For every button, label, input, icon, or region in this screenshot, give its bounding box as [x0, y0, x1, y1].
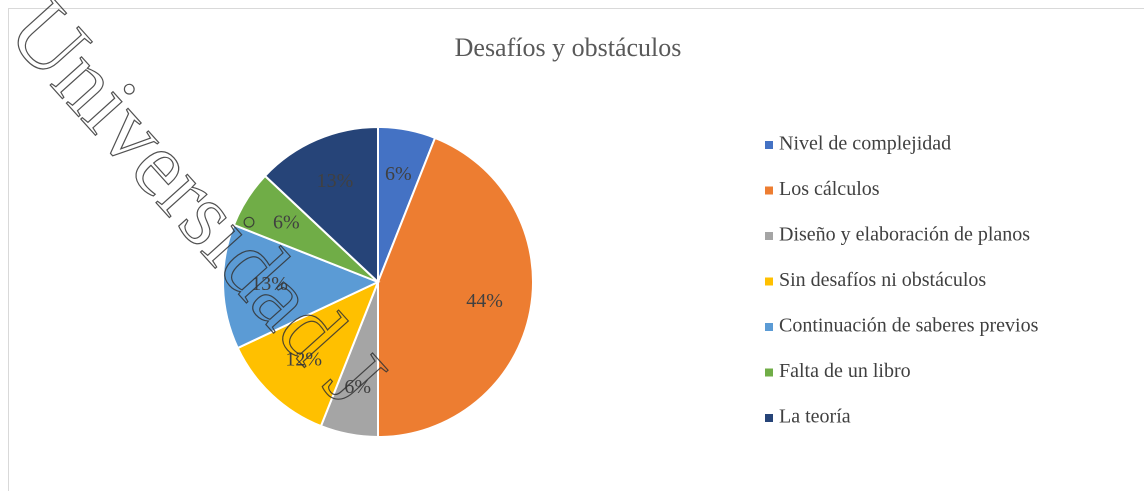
- legend-label: Sin desafíos ni obstáculos: [779, 269, 986, 291]
- legend-label: La teoría: [779, 406, 851, 428]
- legend-marker: [765, 414, 773, 422]
- data-label: 44%: [466, 290, 503, 312]
- legend-label: Los cálculos: [779, 178, 880, 200]
- legend-label: Nivel de complejidad: [779, 133, 951, 155]
- legend-label: Diseño y elaboración de planos: [779, 224, 1030, 246]
- legend-marker: [765, 323, 773, 331]
- pie-slice: [263, 125, 379, 285]
- pie-slice: [222, 223, 381, 350]
- data-label: 13%: [251, 273, 288, 295]
- chart-title: Desafíos y obstáculos: [455, 33, 682, 62]
- chart-frame: [8, 8, 1144, 491]
- legend-marker: [765, 141, 773, 149]
- data-label: 6%: [344, 376, 371, 398]
- pie-slice: [377, 136, 534, 439]
- legend-label: Falta de un libro: [779, 360, 911, 382]
- data-label: 6%: [385, 163, 412, 185]
- data-label: 13%: [317, 170, 354, 192]
- data-label: 6%: [273, 211, 300, 233]
- legend-label: Continuación de saberes previos: [779, 315, 1039, 337]
- legend-marker: [765, 232, 773, 240]
- legend-marker: [765, 368, 773, 377]
- pie-slice: [236, 280, 380, 428]
- data-label: 12%: [285, 349, 322, 371]
- legend-marker: [765, 186, 773, 195]
- legend-marker: [765, 277, 773, 286]
